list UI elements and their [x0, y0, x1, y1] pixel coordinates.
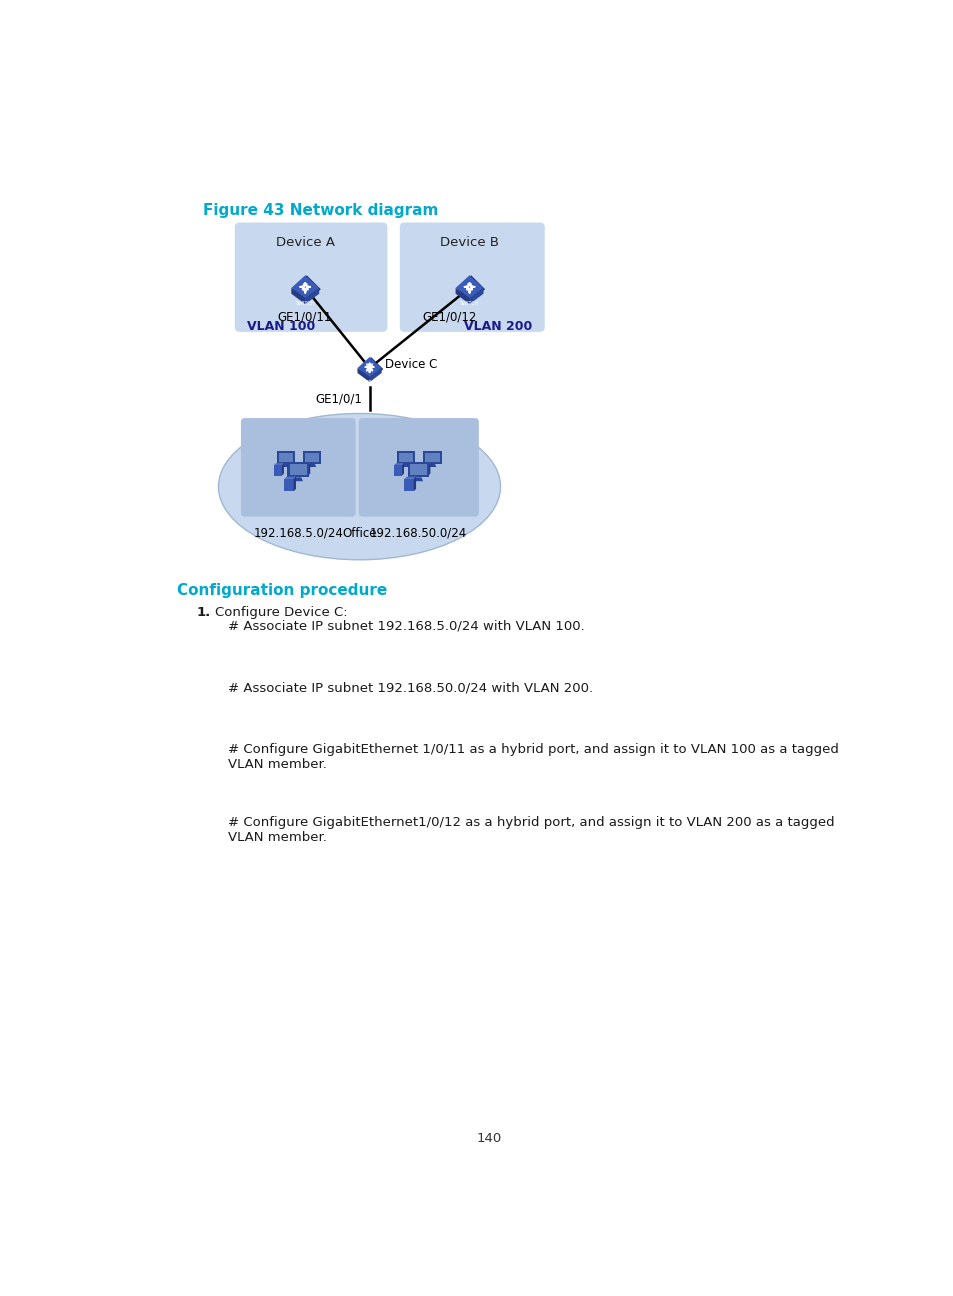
FancyBboxPatch shape — [399, 223, 544, 332]
Polygon shape — [394, 465, 401, 476]
Polygon shape — [469, 288, 483, 305]
Ellipse shape — [218, 413, 500, 560]
Polygon shape — [396, 451, 415, 464]
Polygon shape — [420, 463, 430, 465]
Polygon shape — [282, 463, 284, 476]
Text: 192.168.50.0/24: 192.168.50.0/24 — [370, 526, 467, 539]
Polygon shape — [305, 288, 319, 305]
Polygon shape — [414, 477, 422, 481]
Polygon shape — [394, 463, 404, 465]
Text: Office: Office — [342, 526, 376, 539]
Polygon shape — [425, 452, 439, 461]
Text: Device A: Device A — [275, 236, 335, 249]
Polygon shape — [428, 463, 430, 476]
Polygon shape — [357, 368, 369, 382]
FancyBboxPatch shape — [234, 223, 387, 332]
Polygon shape — [308, 463, 310, 476]
FancyBboxPatch shape — [241, 419, 355, 517]
Text: GE1/0/12: GE1/0/12 — [422, 310, 476, 324]
Polygon shape — [294, 477, 295, 491]
Polygon shape — [287, 461, 309, 477]
Polygon shape — [404, 477, 416, 480]
Text: VLAN 100: VLAN 100 — [247, 320, 315, 333]
Polygon shape — [300, 465, 308, 476]
Text: GE1/0/11: GE1/0/11 — [277, 310, 332, 324]
Polygon shape — [423, 451, 441, 464]
Polygon shape — [300, 463, 310, 465]
Polygon shape — [291, 288, 305, 305]
Text: # Configure GigabitEthernet 1/0/11 as a hybrid port, and assign it to VLAN 100 a: # Configure GigabitEthernet 1/0/11 as a … — [228, 743, 838, 771]
Polygon shape — [414, 477, 416, 491]
Text: # Associate IP subnet 192.168.50.0/24 with VLAN 200.: # Associate IP subnet 192.168.50.0/24 wi… — [228, 682, 592, 695]
Text: SWITCH: SWITCH — [359, 380, 379, 385]
Polygon shape — [456, 288, 469, 305]
Polygon shape — [407, 461, 429, 477]
Polygon shape — [398, 452, 413, 461]
Text: Device B: Device B — [439, 236, 498, 249]
Polygon shape — [294, 477, 303, 481]
Text: # Configure GigabitEthernet1/0/12 as a hybrid port, and assign it to VLAN 200 as: # Configure GigabitEthernet1/0/12 as a h… — [228, 816, 834, 844]
Text: Figure 43 Network diagram: Figure 43 Network diagram — [203, 203, 437, 218]
Polygon shape — [274, 463, 284, 465]
Text: SWITCH: SWITCH — [295, 302, 314, 306]
Polygon shape — [401, 464, 410, 467]
Polygon shape — [308, 464, 315, 467]
Polygon shape — [357, 356, 381, 377]
Text: 1.: 1. — [196, 607, 211, 619]
Text: GE1/0/1: GE1/0/1 — [314, 393, 361, 406]
Polygon shape — [284, 477, 295, 480]
Text: Device C: Device C — [385, 359, 437, 372]
Text: 192.168.5.0/24: 192.168.5.0/24 — [253, 526, 343, 539]
Polygon shape — [404, 480, 414, 491]
Text: SWITCH: SWITCH — [459, 302, 478, 306]
Polygon shape — [278, 452, 293, 461]
Text: Configuration procedure: Configuration procedure — [177, 583, 387, 597]
Text: 140: 140 — [476, 1131, 501, 1144]
Polygon shape — [369, 368, 381, 382]
Text: VLAN 200: VLAN 200 — [463, 320, 532, 333]
Text: Configure Device C:: Configure Device C: — [214, 607, 347, 619]
Polygon shape — [303, 451, 321, 464]
Polygon shape — [276, 451, 294, 464]
Polygon shape — [401, 463, 404, 476]
Polygon shape — [358, 356, 383, 381]
Polygon shape — [456, 275, 484, 303]
Polygon shape — [290, 464, 307, 476]
Polygon shape — [291, 275, 319, 298]
Text: # Associate IP subnet 192.168.5.0/24 with VLAN 100.: # Associate IP subnet 192.168.5.0/24 wit… — [228, 619, 584, 632]
Polygon shape — [428, 464, 436, 467]
FancyBboxPatch shape — [358, 419, 478, 517]
Polygon shape — [420, 465, 428, 476]
Polygon shape — [410, 464, 427, 476]
Polygon shape — [274, 465, 282, 476]
Polygon shape — [282, 464, 290, 467]
Polygon shape — [456, 275, 483, 298]
Polygon shape — [305, 452, 319, 461]
Polygon shape — [284, 480, 294, 491]
Polygon shape — [293, 275, 320, 303]
